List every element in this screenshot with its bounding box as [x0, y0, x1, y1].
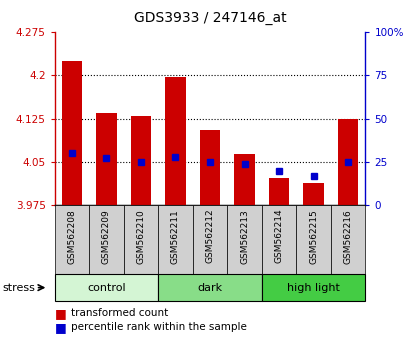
Bar — [96, 113, 117, 205]
Text: GSM562210: GSM562210 — [136, 209, 145, 264]
Text: GSM562208: GSM562208 — [67, 209, 76, 264]
Bar — [165, 77, 186, 205]
Text: ■: ■ — [55, 321, 66, 334]
Bar — [61, 61, 82, 205]
Text: GSM562212: GSM562212 — [205, 209, 215, 263]
Bar — [234, 154, 255, 205]
Bar — [131, 116, 151, 205]
Text: high light: high light — [287, 282, 340, 293]
Bar — [303, 183, 324, 205]
Text: GSM562216: GSM562216 — [344, 209, 353, 264]
Bar — [338, 119, 359, 205]
Text: dark: dark — [197, 282, 223, 293]
Text: ■: ■ — [55, 307, 66, 320]
Bar — [269, 178, 289, 205]
Text: GSM562213: GSM562213 — [240, 209, 249, 264]
Text: GSM562215: GSM562215 — [309, 209, 318, 264]
Bar — [200, 130, 221, 205]
Text: GSM562211: GSM562211 — [171, 209, 180, 264]
Text: stress: stress — [2, 282, 35, 293]
Text: percentile rank within the sample: percentile rank within the sample — [71, 322, 247, 332]
Text: transformed count: transformed count — [71, 308, 169, 318]
Text: GSM562214: GSM562214 — [275, 209, 284, 263]
Text: GSM562209: GSM562209 — [102, 209, 111, 264]
Text: control: control — [87, 282, 126, 293]
Text: GDS3933 / 247146_at: GDS3933 / 247146_at — [134, 11, 286, 25]
